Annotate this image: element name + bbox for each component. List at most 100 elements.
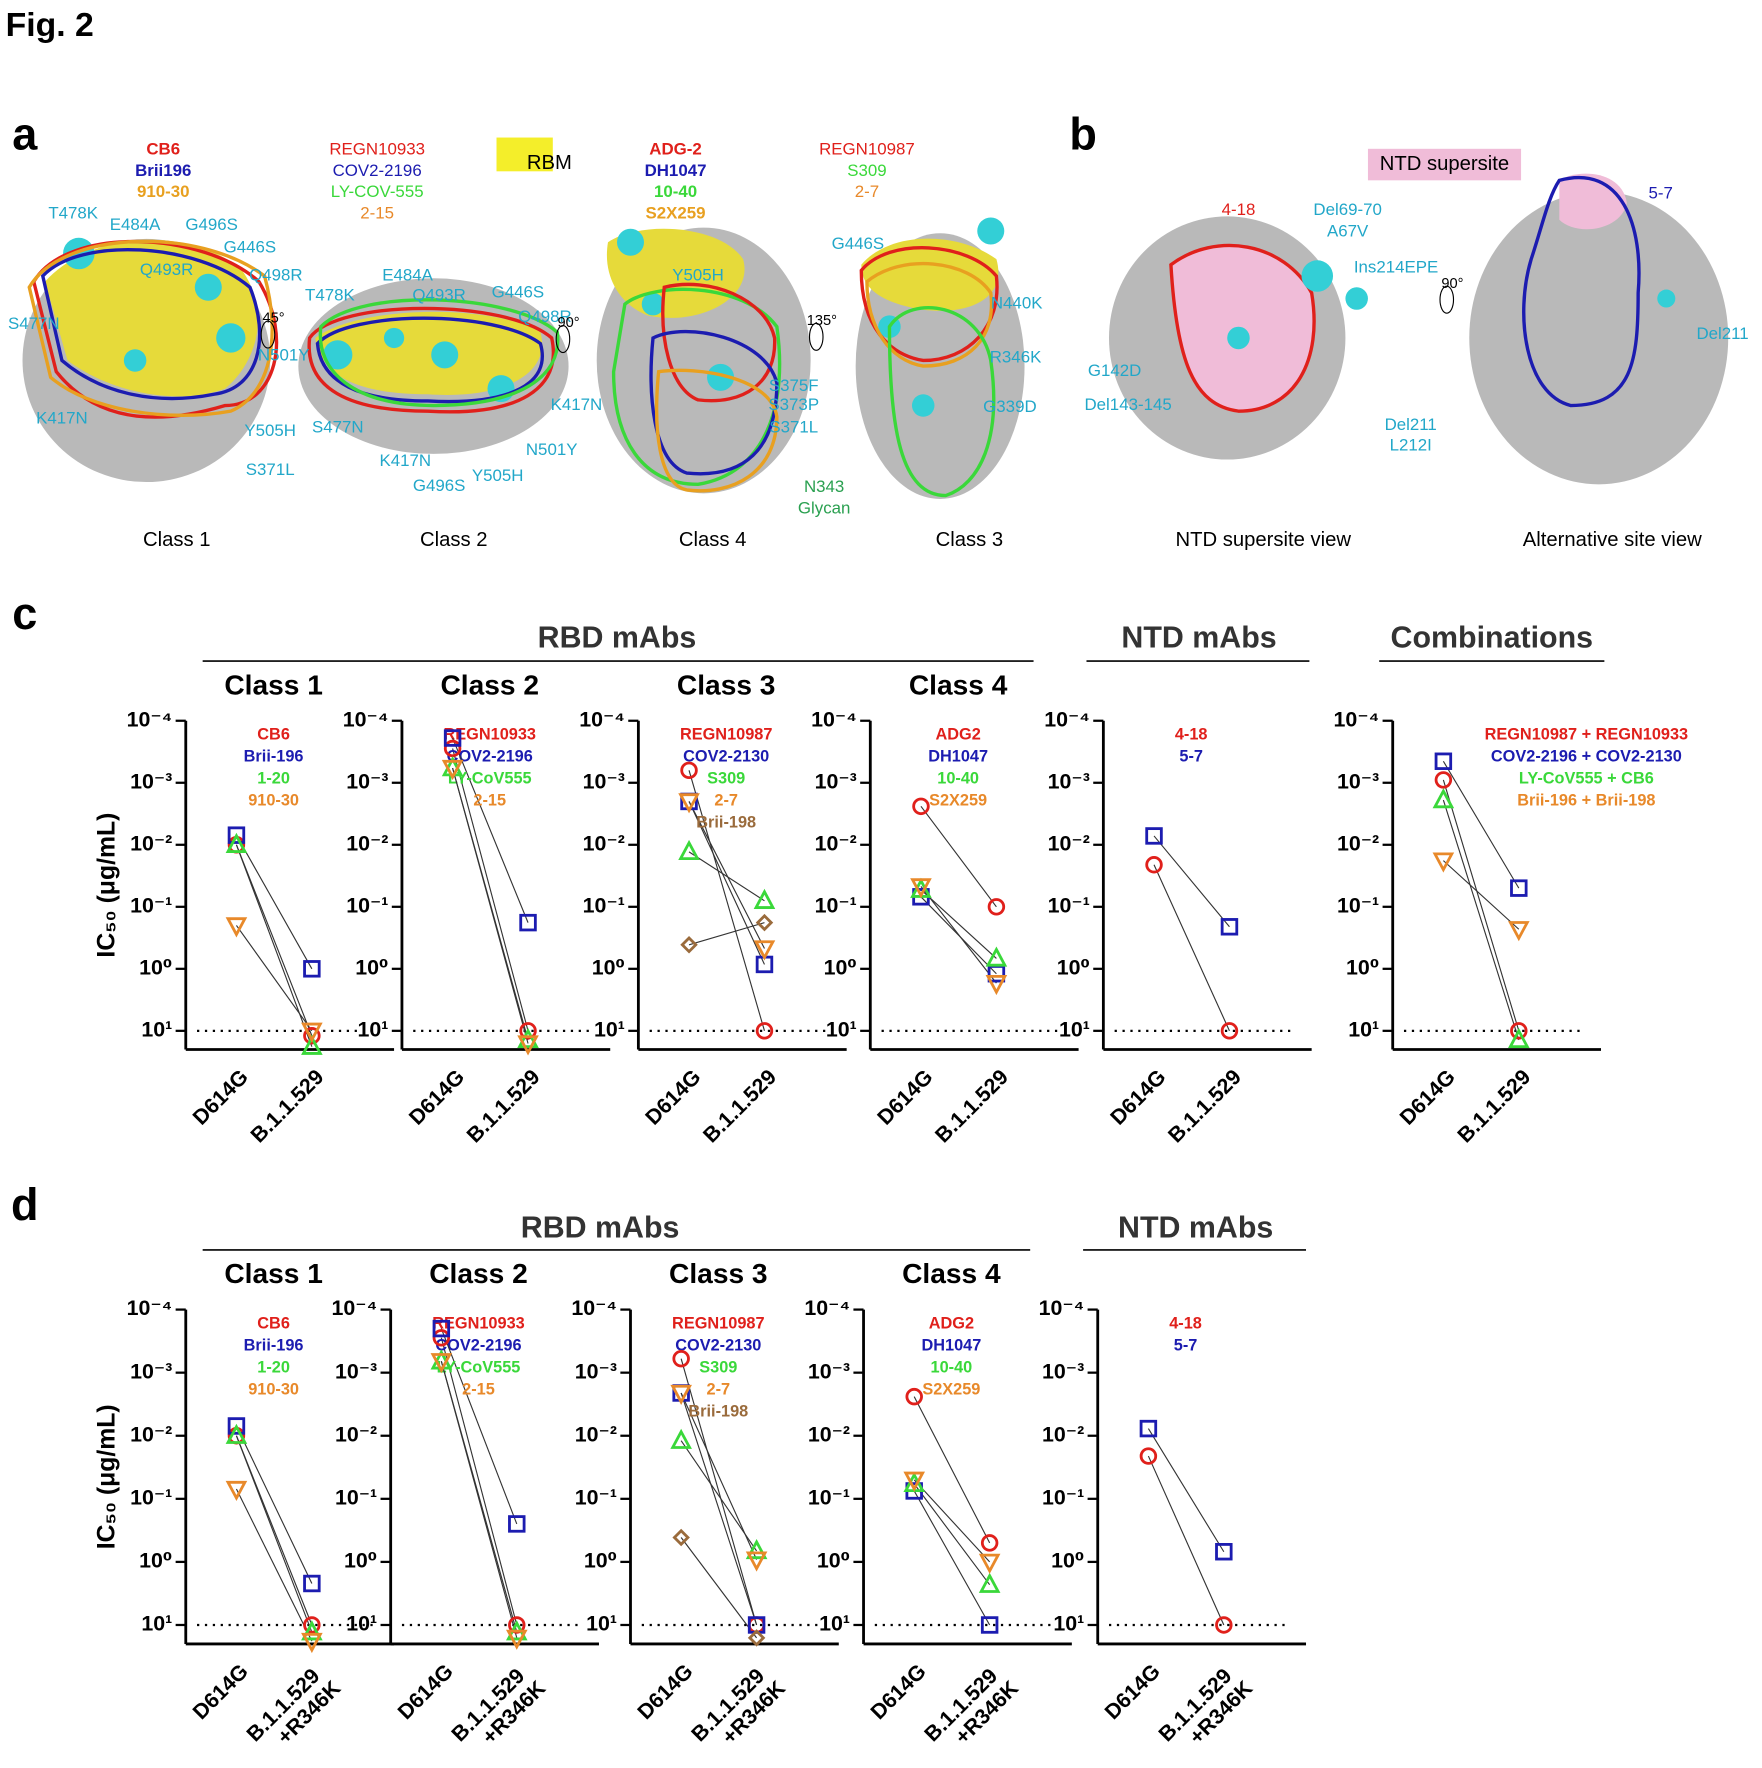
rotation-arrow [1439, 285, 1455, 314]
y-tick-label: 10⁻¹ [1048, 893, 1090, 917]
mutation-label: G496S [413, 476, 466, 495]
marker [443, 729, 462, 747]
y-tick-label: 10⁻⁴ [343, 707, 389, 731]
glycan-label: Glycan [798, 499, 851, 518]
antibody-label: 5-7 [1648, 183, 1672, 202]
mutation-label: Y505H [244, 421, 296, 440]
antibody-label: S309 [847, 161, 886, 180]
connector [920, 806, 997, 908]
antibody-label: REGN10987 [819, 139, 915, 158]
marker [1145, 827, 1163, 845]
view-caption: Class 2 [420, 529, 488, 551]
y-tick-label: 10⁻³ [335, 1359, 377, 1383]
legend-entry: 5-7 [1179, 748, 1203, 766]
connector [1153, 864, 1230, 1032]
connector [440, 1361, 518, 1639]
legend-entry: COV2-2130 [683, 748, 769, 766]
y-tick-label: 10⁻⁴ [579, 707, 625, 731]
legend-entry: DH1047 [921, 1336, 981, 1354]
y-tick-label: 10⁻⁴ [1039, 1296, 1085, 1320]
y-tick-label: 10⁰ [592, 955, 625, 979]
connector [913, 1483, 991, 1586]
mutation-label: R346K [990, 348, 1042, 367]
mutation-label: S371L [769, 417, 818, 436]
marker [670, 1384, 692, 1405]
connector [920, 889, 997, 959]
y-tick-label: 10⁻³ [808, 1359, 850, 1383]
legend-entry: LY-CoV555 + CB6 [1519, 770, 1654, 788]
group-header: NTD mAbs [1121, 621, 1276, 655]
legend-entry: S309 [707, 770, 745, 788]
marker [441, 759, 464, 781]
mutation-label: N501Y [526, 440, 578, 459]
legend-entry: ADG2 [935, 726, 980, 744]
marker [747, 1629, 766, 1647]
marker [1145, 856, 1163, 874]
y-tick-label: 10⁻³ [130, 1359, 172, 1383]
legend-entry: 1-20 [257, 1358, 290, 1376]
x-tick-label: D614G [404, 1065, 469, 1130]
antibody-label: Brii196 [135, 161, 191, 180]
marker [670, 1428, 692, 1449]
y-tick-label: 10⁻³ [130, 769, 172, 793]
chart-title: Class 4 [909, 669, 1008, 700]
mutation-label: G446S [224, 237, 277, 256]
marker [301, 1022, 323, 1043]
y-tick-label: 10⁻⁴ [811, 707, 857, 731]
chart-title: Class 4 [902, 1258, 1001, 1289]
marker [303, 1616, 321, 1634]
x-tick-label: D614G [641, 1065, 706, 1130]
marker [505, 1629, 528, 1650]
connector [1442, 760, 1520, 889]
view-caption: Class 4 [679, 529, 747, 551]
antibody-label: LY-COV-555 [331, 182, 424, 201]
connector [452, 737, 529, 923]
y-tick-label: 10⁻³ [346, 769, 388, 793]
marker [508, 1515, 526, 1533]
antibody-label: 4-18 [1222, 200, 1256, 219]
x-tick-label: D614G [633, 1659, 698, 1724]
connector [452, 748, 529, 1031]
mutation-label: S373P [768, 395, 819, 414]
connector [452, 767, 529, 1044]
panel-label: a [12, 108, 38, 159]
legend-entry: S309 [699, 1358, 737, 1376]
y-tick-label: 10⁻² [335, 1422, 377, 1446]
connector [688, 770, 766, 1031]
marker [755, 1022, 774, 1040]
y-tick-label: 10¹ [594, 1017, 625, 1041]
connector [688, 801, 765, 949]
marker [680, 761, 698, 780]
group-header: NTD mAbs [1118, 1211, 1273, 1245]
group-header: Combinations [1391, 621, 1594, 655]
mutation-label: Del69-70 [1313, 200, 1381, 219]
marker [987, 898, 1006, 916]
y-tick-label: 10⁰ [584, 1549, 617, 1573]
y-axis-label: IC₅₀ (μg/mL) [94, 813, 121, 958]
y-tick-label: 10⁻¹ [808, 1485, 850, 1509]
connector [1442, 860, 1520, 930]
chart-title: Class 2 [429, 1258, 528, 1289]
mutation-label: S477N [312, 417, 364, 436]
marker [517, 1027, 539, 1049]
y-tick-label: 10⁻¹ [335, 1485, 377, 1509]
y-tick-label: 10¹ [141, 1017, 172, 1041]
y-tick-label: 10⁰ [1346, 955, 1379, 979]
mutation-label: A67V [1327, 222, 1369, 241]
structure-class-2 [298, 137, 569, 454]
marker [225, 1480, 248, 1502]
y-tick-label: 10¹ [586, 1612, 617, 1636]
connector [688, 801, 765, 965]
marker [517, 1035, 539, 1056]
y-tick-label: 10⁻² [575, 1422, 617, 1446]
legend-entry: 2-7 [707, 1380, 731, 1398]
antibody-label: DH1047 [645, 161, 707, 180]
panel-label: b [1069, 108, 1097, 159]
connector [913, 1479, 991, 1563]
mutation-label: K417N [380, 451, 432, 470]
marker [443, 739, 462, 758]
x-tick-label: D614G [866, 1659, 931, 1724]
y-tick-label: 10⁻¹ [130, 1485, 172, 1509]
chart-title: Class 1 [224, 1258, 323, 1289]
